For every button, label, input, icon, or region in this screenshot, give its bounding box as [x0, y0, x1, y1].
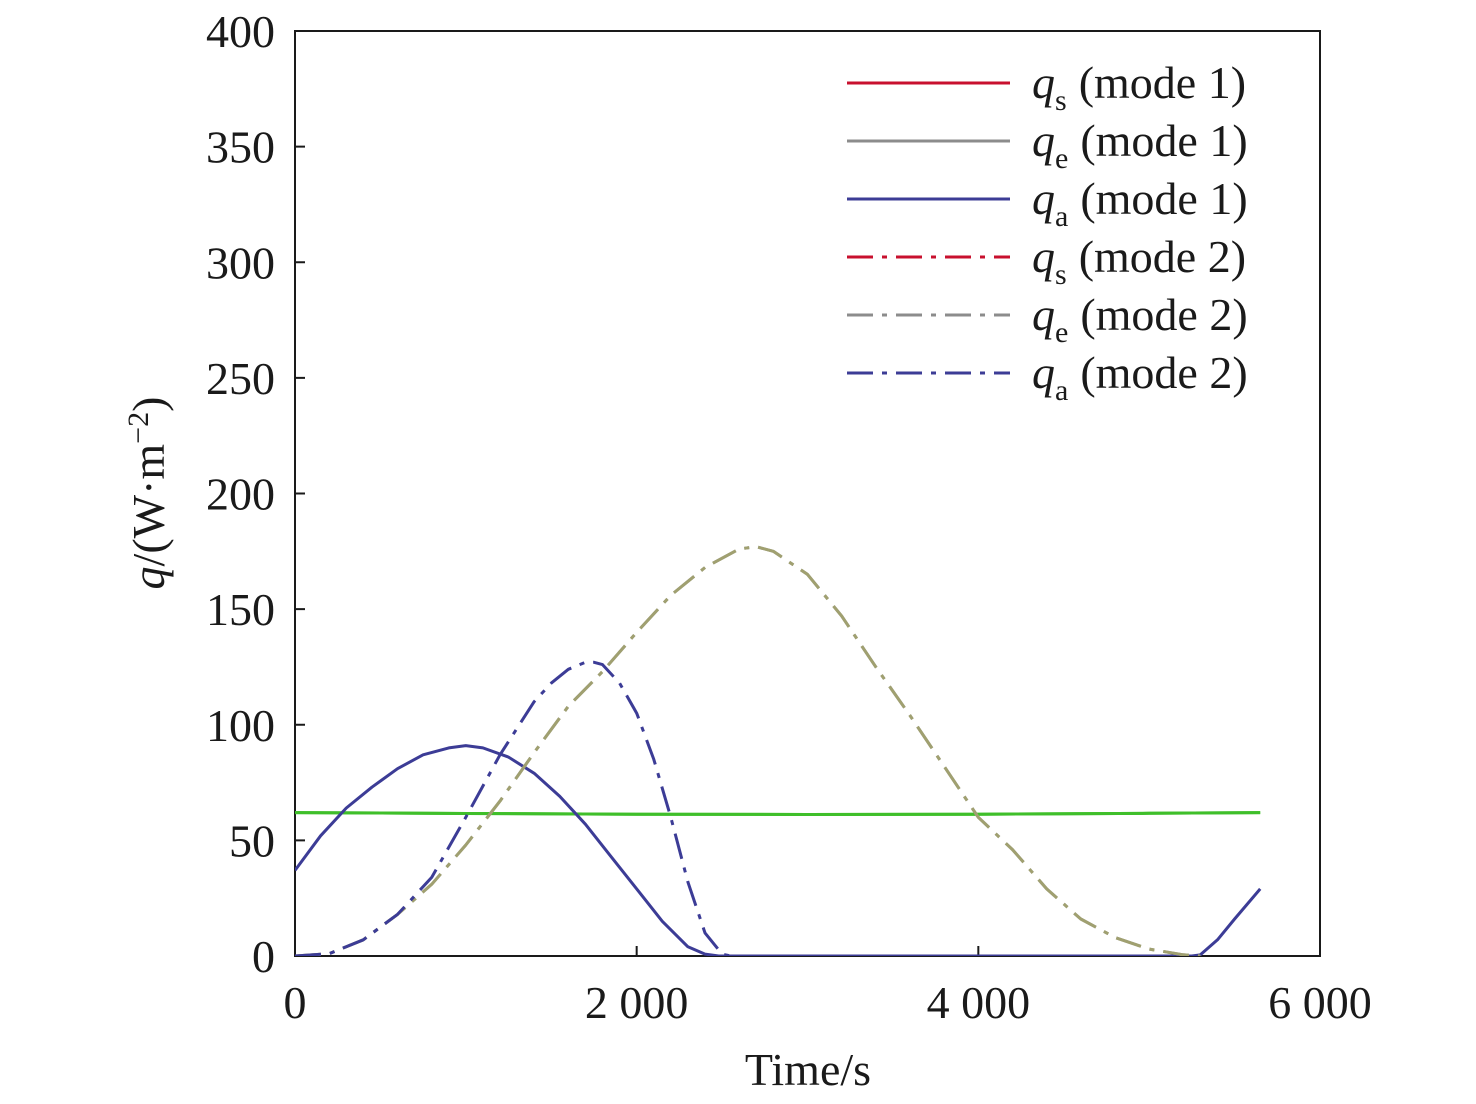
series-line-e-solid [295, 811, 1261, 816]
legend-label: qa (mode 1) [1032, 173, 1248, 233]
y-tick-label: 50 [229, 815, 275, 866]
y-tick-label: 300 [206, 237, 275, 288]
y-tick-label: 150 [206, 584, 275, 635]
legend-name: (mode 2) [1079, 231, 1246, 282]
y-axis-title-var: q [123, 566, 174, 589]
y-tick-label: 100 [206, 700, 275, 751]
legend-symbol: q [1032, 57, 1055, 108]
series-line-a-dashdot [295, 660, 731, 956]
y-tick-label: 400 [206, 6, 275, 57]
legend-name: (mode 1) [1080, 173, 1247, 224]
legend-label: qs (mode 2) [1032, 231, 1246, 291]
legend-subscript: s [1055, 258, 1067, 291]
y-axis-title: q/(W·m−2) [122, 397, 174, 590]
y-tick-label: 350 [206, 122, 275, 173]
y-axis-title-sup: −2 [122, 412, 155, 444]
x-tick-label: 2 000 [585, 977, 689, 1028]
legend-symbol: q [1032, 173, 1055, 224]
legend-name: (mode 1) [1079, 57, 1246, 108]
y-axis-title-close: ) [123, 397, 174, 412]
x-tick-label: 0 [284, 977, 307, 1028]
legend-name: (mode 1) [1080, 115, 1247, 166]
y-tick-label: 250 [206, 353, 275, 404]
legend-subscript: a [1055, 200, 1068, 233]
y-tick-label: 0 [252, 931, 275, 982]
legend-label: qe (mode 1) [1032, 115, 1248, 175]
x-tick-label: 6 000 [1268, 977, 1372, 1028]
axis-ticks: 0 50 100 150 200 250 300 350 400 0 2 000 4 000 6 000 [206, 6, 1372, 1028]
legend-subscript: e [1055, 142, 1068, 175]
legend-subscript: e [1055, 316, 1068, 349]
legend-symbol: q [1032, 231, 1055, 282]
x-tick-label: 4 000 [927, 977, 1031, 1028]
legend-name: (mode 2) [1080, 289, 1247, 340]
y-tick-label: 200 [206, 469, 275, 520]
legend-name: (mode 2) [1080, 347, 1247, 398]
series-line-a-solid [295, 744, 1262, 956]
x-axis-title: Time/s [745, 1044, 871, 1095]
plot-frame [294, 30, 1321, 957]
y-axis-title-unit: /(W·m [123, 444, 174, 567]
legend: qs (mode 1)qe (mode 1)qa (mode 1)qs (mode 2)… [847, 57, 1248, 407]
legend-label: qa (mode 2) [1032, 347, 1248, 407]
legend-label: qs (mode 1) [1032, 57, 1246, 117]
legend-label: qe (mode 2) [1032, 289, 1248, 349]
legend-symbol: q [1032, 347, 1055, 398]
legend-subscript: a [1055, 374, 1068, 407]
legend-subscript: s [1055, 84, 1067, 117]
legend-symbol: q [1032, 115, 1055, 166]
series-layer [295, 545, 1262, 956]
legend-symbol: q [1032, 289, 1055, 340]
